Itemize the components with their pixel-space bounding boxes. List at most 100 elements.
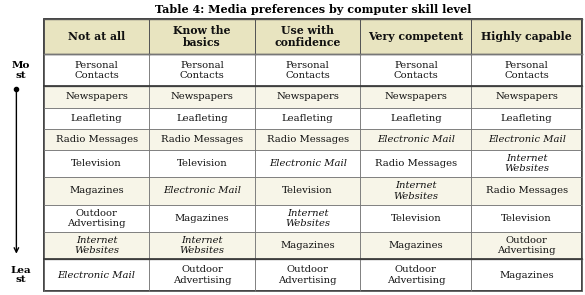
Text: Newspapers: Newspapers <box>495 93 558 101</box>
Text: Television: Television <box>177 159 228 168</box>
Text: Television: Television <box>71 159 122 168</box>
Text: Leafleting: Leafleting <box>390 114 442 123</box>
Bar <box>472 86 582 108</box>
Bar <box>149 54 255 86</box>
Bar <box>149 232 255 259</box>
Bar <box>149 205 255 232</box>
Text: Radio Messages: Radio Messages <box>267 135 349 144</box>
Text: Electronic Mail: Electronic Mail <box>163 186 241 196</box>
Bar <box>44 19 149 54</box>
Bar <box>360 86 472 108</box>
Text: Leafleting: Leafleting <box>176 114 228 123</box>
Text: Newspapers: Newspapers <box>276 93 339 101</box>
Bar <box>472 232 582 259</box>
Text: Electronic Mail: Electronic Mail <box>58 271 136 280</box>
Bar <box>44 54 149 86</box>
Bar <box>360 259 472 291</box>
Text: Magazines: Magazines <box>388 241 443 250</box>
Bar <box>44 259 149 291</box>
Bar <box>255 54 360 86</box>
Text: Very competent: Very competent <box>368 31 463 42</box>
Bar <box>472 54 582 86</box>
Bar <box>255 86 360 108</box>
Text: Magazines: Magazines <box>280 241 335 250</box>
Text: Radio Messages: Radio Messages <box>56 135 137 144</box>
Text: Outdoor
Advertising: Outdoor Advertising <box>173 266 232 285</box>
Bar <box>255 129 360 150</box>
Text: Magazines: Magazines <box>500 271 554 280</box>
Text: Electronic Mail: Electronic Mail <box>488 135 566 144</box>
Bar <box>472 129 582 150</box>
Text: Newspapers: Newspapers <box>384 93 448 101</box>
Bar <box>255 150 360 177</box>
Text: Outdoor
Advertising: Outdoor Advertising <box>497 236 556 255</box>
Text: Television: Television <box>391 214 441 223</box>
Bar <box>472 19 582 54</box>
Bar <box>149 86 255 108</box>
Bar <box>472 108 582 129</box>
Bar <box>255 205 360 232</box>
Bar <box>149 108 255 129</box>
Text: Leafleting: Leafleting <box>71 114 122 123</box>
Text: Outdoor
Advertising: Outdoor Advertising <box>278 266 337 285</box>
Bar <box>472 259 582 291</box>
Bar <box>255 177 360 205</box>
Text: Highly capable: Highly capable <box>481 31 572 42</box>
Text: Television: Television <box>283 186 333 196</box>
Bar <box>44 86 149 108</box>
Text: Internet
Websites: Internet Websites <box>393 181 438 201</box>
Text: Personal
Contacts: Personal Contacts <box>74 61 119 80</box>
Bar <box>255 108 360 129</box>
Text: Internet
Websites: Internet Websites <box>285 209 330 228</box>
Bar <box>255 19 360 54</box>
Bar <box>472 205 582 232</box>
Text: Personal
Contacts: Personal Contacts <box>504 61 549 80</box>
Text: Radio Messages: Radio Messages <box>161 135 243 144</box>
Text: Personal
Contacts: Personal Contacts <box>180 61 225 80</box>
Bar <box>360 129 472 150</box>
Text: Electronic Mail: Electronic Mail <box>377 135 455 144</box>
Bar <box>255 232 360 259</box>
Bar <box>472 150 582 177</box>
Text: Internet
Websites: Internet Websites <box>180 236 225 255</box>
Text: Lea
st: Lea st <box>10 266 31 284</box>
Text: Electronic Mail: Electronic Mail <box>269 159 347 168</box>
Bar <box>44 108 149 129</box>
Bar <box>360 108 472 129</box>
Bar <box>44 177 149 205</box>
Text: Radio Messages: Radio Messages <box>486 186 567 196</box>
Text: Outdoor
Advertising: Outdoor Advertising <box>387 266 445 285</box>
Text: Know the
basics: Know the basics <box>173 25 231 48</box>
Text: Leafleting: Leafleting <box>282 114 333 123</box>
Text: Radio Messages: Radio Messages <box>375 159 457 168</box>
Bar <box>360 150 472 177</box>
Bar <box>149 150 255 177</box>
Text: Magazines: Magazines <box>70 186 124 196</box>
Text: Internet
Websites: Internet Websites <box>504 154 549 173</box>
Text: Magazines: Magazines <box>175 214 229 223</box>
Text: Table 4: Media preferences by computer skill level: Table 4: Media preferences by computer s… <box>155 4 471 15</box>
Bar <box>44 205 149 232</box>
Bar <box>360 19 472 54</box>
Bar <box>360 205 472 232</box>
Text: Use with
confidence: Use with confidence <box>274 25 341 48</box>
Text: Newspapers: Newspapers <box>65 93 128 101</box>
Bar <box>149 259 255 291</box>
Text: Newspapers: Newspapers <box>171 93 233 101</box>
Text: Leafleting: Leafleting <box>501 114 552 123</box>
Bar <box>149 19 255 54</box>
Text: Personal
Contacts: Personal Contacts <box>394 61 438 80</box>
Bar <box>44 232 149 259</box>
Bar <box>360 232 472 259</box>
Bar <box>44 150 149 177</box>
Text: Mo
st: Mo st <box>11 61 30 80</box>
Bar <box>255 259 360 291</box>
Bar <box>44 129 149 150</box>
Text: Television: Television <box>501 214 552 223</box>
Text: Internet
Websites: Internet Websites <box>74 236 119 255</box>
Bar <box>472 177 582 205</box>
Bar <box>149 177 255 205</box>
Bar <box>149 129 255 150</box>
Text: Personal
Contacts: Personal Contacts <box>285 61 330 80</box>
Bar <box>360 54 472 86</box>
